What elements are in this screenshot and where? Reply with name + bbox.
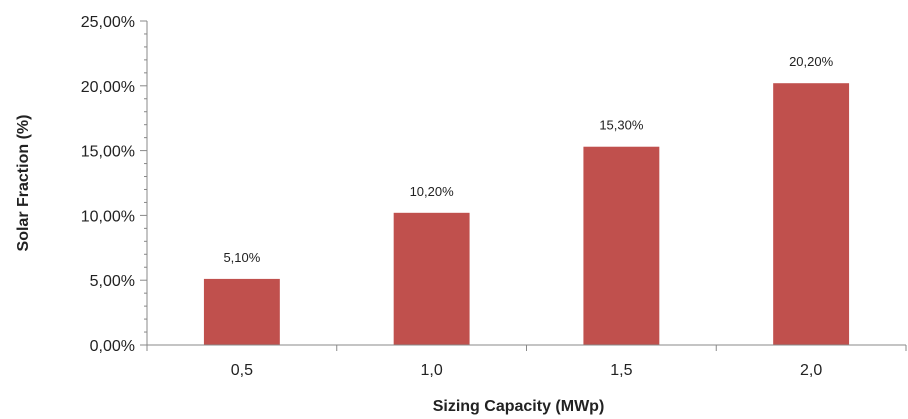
x-tick-label: 1,5 xyxy=(610,362,632,379)
y-tick-label: 10,00% xyxy=(81,208,135,225)
bar xyxy=(773,83,850,345)
y-tick-label: 15,00% xyxy=(81,144,135,161)
y-tick-label: 25,00% xyxy=(81,14,135,31)
x-tick-label: 1,0 xyxy=(421,362,443,379)
x-tick-label: 0,5 xyxy=(231,362,253,379)
bar-data-label: 15,30% xyxy=(599,118,644,133)
y-tick-label: 0,00% xyxy=(90,338,135,355)
bar xyxy=(203,278,280,345)
y-axis-title: Solar Fraction (%) xyxy=(15,115,32,252)
bar-data-label: 20,20% xyxy=(789,54,834,69)
x-axis-ticks: 0,5 1,0 1,5 2,0 xyxy=(146,345,907,379)
y-axis-ticks: 0,00% 5,00% 10,00% 15,00% 20,00% 25,00% xyxy=(81,14,147,355)
bar-data-label: 5,10% xyxy=(223,250,260,265)
x-axis-title: Sizing Capacity (MWp) xyxy=(433,398,605,415)
bar xyxy=(393,212,470,345)
bar xyxy=(583,146,660,345)
y-tick-label: 20,00% xyxy=(81,79,135,96)
x-tick-label: 2,0 xyxy=(800,362,822,379)
y-tick-label: 5,00% xyxy=(90,273,135,290)
bars: 5,10% 10,20% 15,30% 20,20% xyxy=(203,54,850,345)
bar-data-label: 10,20% xyxy=(410,184,455,199)
